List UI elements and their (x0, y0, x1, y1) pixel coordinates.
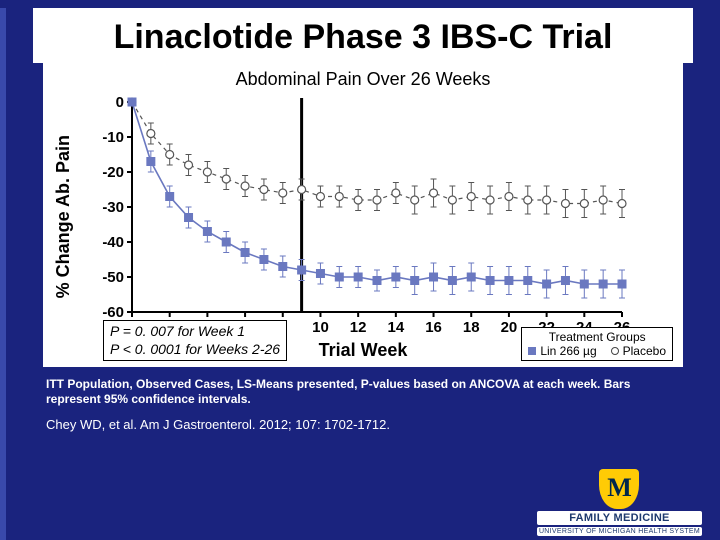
square-marker-icon (528, 347, 536, 355)
svg-text:-30: -30 (102, 199, 124, 216)
circle-marker-icon (611, 347, 619, 355)
chart-wrap: % Change Ab. Pain 0-10-20-30-40-50-60BL2… (53, 92, 673, 342)
caption-text: ITT Population, Observed Cases, LS-Means… (46, 377, 680, 407)
svg-text:10: 10 (312, 319, 329, 336)
svg-text:16: 16 (425, 319, 442, 336)
svg-text:14: 14 (388, 319, 405, 336)
svg-text:-60: -60 (102, 304, 124, 321)
svg-text:-50: -50 (102, 269, 124, 286)
legend-placebo: Placebo (623, 344, 666, 358)
pval-line1: = 0. 007 for Week 1 (123, 323, 245, 339)
pain-chart: 0-10-20-30-40-50-60BL2468101214161820222… (78, 92, 638, 342)
legend-title: Treatment Groups (528, 330, 666, 344)
slide-title: Linaclotide Phase 3 IBS-C Trial (33, 8, 693, 63)
svg-text:0: 0 (116, 94, 124, 111)
svg-text:18: 18 (463, 319, 480, 336)
legend-box: Treatment Groups Lin 266 µg Placebo (521, 327, 673, 361)
svg-text:-10: -10 (102, 129, 124, 146)
svg-text:-40: -40 (102, 234, 124, 251)
svg-text:-20: -20 (102, 164, 124, 181)
chart-subtitle: Abdominal Pain Over 26 Weeks (53, 69, 673, 90)
y-axis-label: % Change Ab. Pain (53, 135, 74, 298)
legend-lin: Lin 266 µg (540, 344, 596, 358)
shield-icon (599, 469, 639, 509)
logo-line2: UNIVERSITY OF MICHIGAN HEALTH SYSTEM (537, 527, 702, 536)
logo-line1: FAMILY MEDICINE (537, 511, 702, 525)
chart-panel: Abdominal Pain Over 26 Weeks % Change Ab… (43, 63, 683, 367)
umich-logo: FAMILY MEDICINE UNIVERSITY OF MICHIGAN H… (537, 469, 702, 536)
svg-text:20: 20 (501, 319, 518, 336)
svg-text:12: 12 (350, 319, 367, 336)
citation-text: Chey WD, et al. Am J Gastroenterol. 2012… (46, 417, 680, 432)
pval-line2: < 0. 0001 for Weeks 2-26 (123, 341, 280, 357)
p-values-box: P = 0. 007 for Week 1 P < 0. 0001 for We… (103, 320, 287, 361)
